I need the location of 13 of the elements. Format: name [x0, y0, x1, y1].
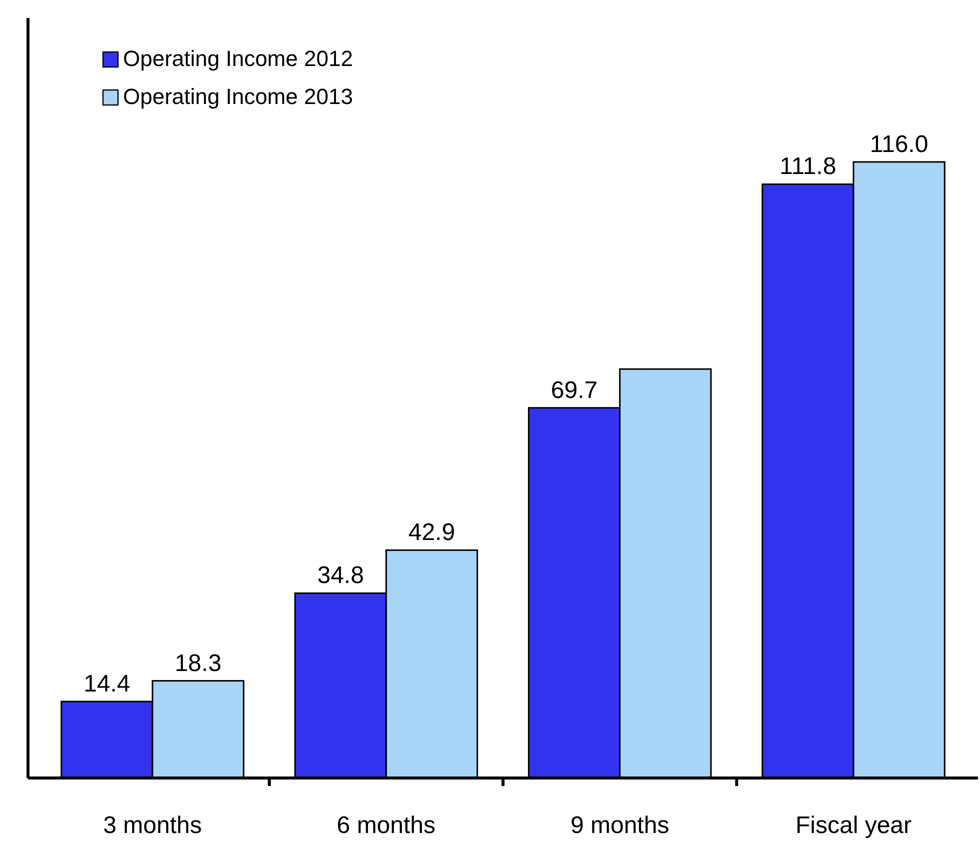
data-label: 111.8	[780, 153, 836, 180]
data-label: 34.8	[317, 562, 364, 590]
x-tick-label: 9 months	[570, 812, 670, 839]
x-tick-label: 3 months	[103, 812, 202, 839]
data-label: 42.9	[408, 519, 456, 546]
legend-label: Operating Income 2012	[123, 46, 353, 71]
legend-label: Operating Income 2013	[123, 84, 353, 109]
x-tick-label: 6 months	[336, 812, 436, 839]
data-label: 69.7	[550, 376, 598, 404]
data-label: 116.0	[870, 130, 928, 158]
data-label: 14.4	[84, 670, 130, 698]
x-tick-label: Fiscal year	[795, 812, 912, 839]
data-label: 18.3	[174, 650, 222, 677]
